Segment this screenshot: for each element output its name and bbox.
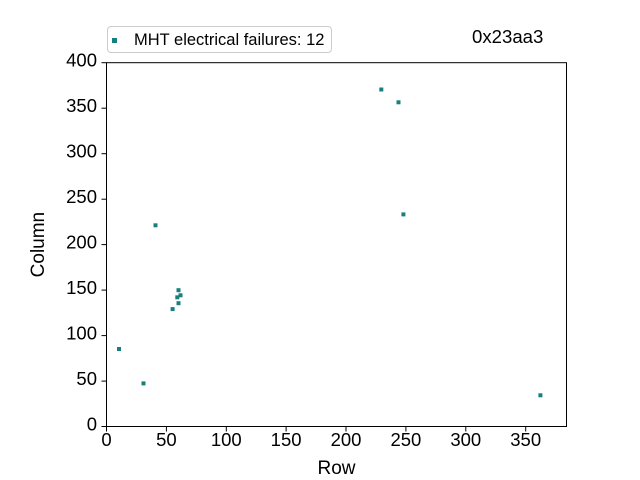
svg-text:100: 100 (211, 429, 242, 450)
svg-text:100: 100 (66, 323, 97, 344)
svg-text:Column: Column (28, 212, 49, 277)
svg-text:150: 150 (66, 277, 97, 298)
svg-text:200: 200 (66, 232, 97, 253)
svg-text:0: 0 (87, 414, 97, 435)
svg-text:300: 300 (450, 429, 481, 450)
svg-text:0: 0 (101, 429, 111, 450)
svg-text:250: 250 (390, 429, 421, 450)
svg-text:350: 350 (66, 95, 97, 116)
svg-text:400: 400 (66, 50, 97, 71)
svg-text:250: 250 (66, 186, 97, 207)
svg-text:150: 150 (271, 429, 302, 450)
svg-text:Row: Row (317, 458, 355, 479)
svg-text:200: 200 (331, 429, 362, 450)
svg-text:350: 350 (510, 429, 541, 450)
svg-text:50: 50 (76, 368, 97, 389)
svg-text:50: 50 (156, 429, 177, 450)
svg-text:300: 300 (66, 141, 97, 162)
